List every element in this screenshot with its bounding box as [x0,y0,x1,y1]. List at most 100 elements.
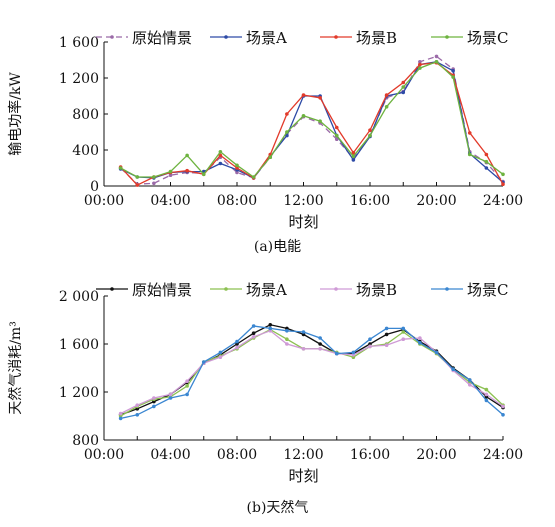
data-point [251,324,256,328]
caption-gas: (b)天然气 [246,500,309,516]
x-axis-label: 时刻 [288,467,318,485]
data-point [168,173,173,177]
x-tick-label: 04:00 [150,447,190,463]
legend-label: 场景C [467,29,508,47]
data-point [201,172,206,177]
legend-label: 场景A [246,281,287,299]
data-point [285,342,289,346]
data-point [467,152,472,157]
data-point [351,154,356,159]
x-tick-label: 20:00 [416,193,456,209]
data-point [418,336,422,340]
data-point [401,80,406,85]
data-point [218,355,223,360]
series-line-1 [120,324,504,416]
data-point [301,347,306,351]
data-point [251,335,256,339]
y-tick-label: 800 [72,433,99,449]
data-point [201,360,206,364]
data-point [185,168,189,173]
data-point [334,133,339,138]
data-point [185,379,189,384]
data-point [384,343,389,348]
data-point [235,170,239,175]
data-point [418,60,422,64]
y-axis-label: 输电功率/kW [7,72,24,156]
data-point [501,413,505,417]
data-point [251,175,256,179]
data-point [118,166,123,170]
data-point [268,326,273,331]
data-point [285,337,289,342]
data-point [351,350,356,355]
legend-marker [445,35,449,39]
x-tick-label: 00:00 [84,193,124,209]
legend-marker [445,287,449,291]
series-line-4 [120,325,504,420]
x-tick-label: 24:00 [483,193,523,209]
x-tick-label: 16:00 [350,193,390,209]
data-point [318,336,322,340]
data-point [318,347,322,351]
data-point [135,413,140,417]
data-point [384,326,389,331]
data-point [418,66,422,70]
data-point [384,93,389,97]
series-line-3 [120,62,504,186]
data-point [484,398,489,403]
data-point [218,150,223,154]
y-tick-label: 1 600 [59,337,99,353]
data-point [451,75,455,79]
data-point [351,158,356,162]
data-point [218,161,223,166]
data-point [218,153,223,158]
legend-label: 原始情景 [132,281,192,299]
data-point [235,345,239,350]
chart-b: 800 1 200 1 600 2 000 00:00 04:00 08:00 12:00 16… [7,281,523,485]
data-point [268,155,273,159]
data-point [118,416,123,421]
data-point [334,137,339,141]
data-point [384,105,389,109]
x-tick-label: 24:00 [483,447,523,463]
data-point [251,331,256,336]
y-tick-label: 1 200 [59,385,99,401]
data-point [484,152,489,157]
data-point [451,367,455,372]
data-point [334,125,339,130]
data-point [285,133,289,138]
data-point [285,130,289,134]
data-point [401,90,406,95]
data-point [301,114,306,118]
data-point [368,133,372,138]
data-point [401,326,406,331]
data-point [285,112,289,116]
data-point [484,392,489,397]
x-tick-label: 12:00 [283,447,323,463]
legend-label: 场景A [246,29,287,47]
data-point [418,62,422,67]
data-point [152,181,156,186]
data-point [235,339,239,344]
data-point [185,153,189,158]
x-tick-label: 16:00 [350,447,390,463]
data-point [135,183,140,187]
data-point [218,350,223,355]
series-line-2 [120,328,504,417]
legend-marker [224,287,228,291]
y-tick-label: 1 600 [59,35,99,51]
chart-a: 0 400 800 1 200 1 600 00:00 04:00 08:00 12:00 16:… [7,29,523,231]
data-point [185,384,189,388]
data-point [434,350,439,355]
data-point [168,392,173,397]
legend-label: 场景B [356,281,397,299]
data-point [152,175,156,179]
data-point [434,54,439,59]
legend-label: 原始情景 [132,29,192,47]
legend-label: 场景C [467,281,508,299]
data-point [235,166,239,170]
series-line-3 [120,330,504,415]
data-point [484,166,489,170]
x-tick-label: 08:00 [217,447,257,463]
